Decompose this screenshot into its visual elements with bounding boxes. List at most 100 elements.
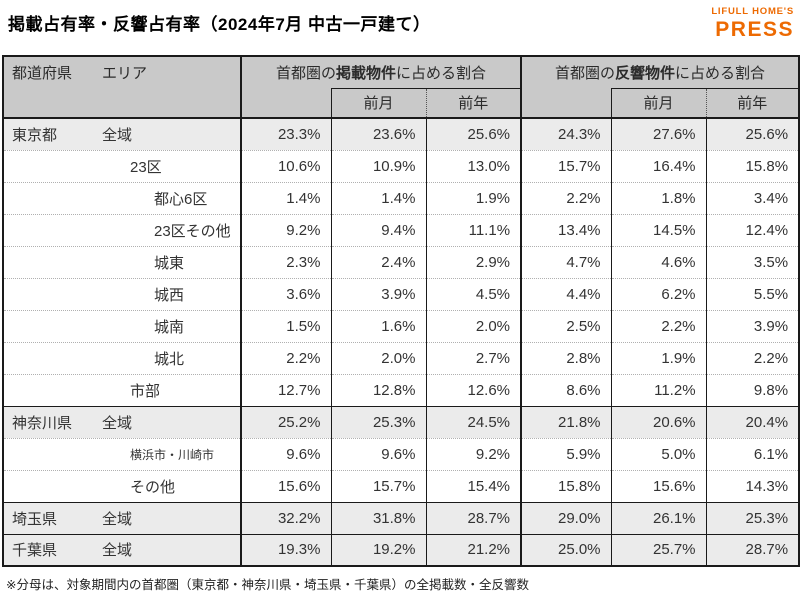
listing-prev-year-value: 13.0% (425, 150, 522, 182)
table-row: 城南 1.5% 1.6% 2.0% 2.5% 2.2% 3.9% (3, 310, 800, 342)
area-header-label: エリア (102, 65, 148, 82)
lifull-homes-press-logo: LIFULL HOME'S PRESS (711, 7, 794, 40)
response-current-value: 15.7% (520, 150, 612, 182)
response-current-value: 2.2% (520, 182, 612, 214)
listing-prev-month-value: 31.8% (330, 502, 426, 534)
listing-prev-month-value: 3.9% (330, 278, 426, 310)
area-name-label: 23区 (130, 158, 162, 176)
table-row: 城西 3.6% 3.9% 4.5% 4.4% 6.2% 5.5% (3, 278, 800, 310)
table-header: 都道府県 エリア 首都圏の掲載物件に占める割合 首都圏の反響物件に占める割合 前月… (3, 56, 800, 118)
listing-prev-year-value: 9.2% (425, 438, 522, 470)
prefecture-header-label: 都道府県 (12, 65, 73, 82)
area-name-label: 全域 (102, 126, 133, 144)
area-label-cell: 東京都 全域 (3, 118, 241, 150)
listing-current-value: 9.6% (240, 438, 331, 470)
listing-current-value: 1.4% (240, 182, 331, 214)
table-row: 城東 2.3% 2.4% 2.9% 4.7% 4.6% 3.5% (3, 246, 800, 278)
area-label-cell: 横浜市・川崎市 (3, 438, 241, 470)
response-prev-year-value: 2.2% (705, 342, 800, 374)
prefecture-label: 千葉県 (12, 542, 58, 560)
area-label-cell: 城東 (3, 246, 241, 278)
listing-prev-year-value: 4.5% (425, 278, 522, 310)
table-row: 23区その他 9.2% 9.4% 11.1% 13.4% 14.5% 12.4% (3, 214, 800, 246)
listing-current-value: 32.2% (240, 502, 331, 534)
area-label-cell: 23区 (3, 150, 241, 182)
prefecture-area-header-cell: 都道府県 エリア (3, 56, 241, 118)
response-current-value: 15.8% (520, 470, 612, 502)
prefecture-label: 東京都 (12, 126, 58, 144)
prefecture-label: 埼玉県 (12, 510, 58, 528)
listing-current-value: 3.6% (240, 278, 331, 310)
listing-current-value: 19.3% (240, 534, 331, 566)
response-prev-year-value: 3.9% (705, 310, 800, 342)
listing-prev-month-value: 15.7% (330, 470, 426, 502)
response-group-header: 首都圏の反響物件に占める割合 (520, 56, 800, 88)
area-name-label: 城南 (154, 318, 185, 336)
area-name-label: 全域 (102, 542, 133, 560)
listing-prev-year-value: 21.2% (425, 534, 522, 566)
table-row: 東京都 全域 23.3% 23.6% 25.6% 24.3% 27.6% 25.6% (3, 118, 800, 150)
response-current-value: 5.9% (520, 438, 612, 470)
listing-prev-month-value: 9.6% (330, 438, 426, 470)
table-row: 千葉県 全域 19.3% 19.2% 21.2% 25.0% 25.7% 28.7% (3, 534, 800, 566)
response-current-value: 24.3% (520, 118, 612, 150)
response-prev-month-value: 25.7% (610, 534, 707, 566)
response-prev-month-value: 1.9% (610, 342, 707, 374)
response-current-value: 2.5% (520, 310, 612, 342)
table-row: 神奈川県 全域 25.2% 25.3% 24.5% 21.8% 20.6% 20.4% (3, 406, 800, 438)
response-prev-month-value: 20.6% (610, 406, 707, 438)
table-row: 城北 2.2% 2.0% 2.7% 2.8% 1.9% 2.2% (3, 342, 800, 374)
table-row: 横浜市・川崎市 9.6% 9.6% 9.2% 5.9% 5.0% 6.1% (3, 438, 800, 470)
response-prev-year-value: 20.4% (705, 406, 800, 438)
logo-press-text: PRESS (715, 17, 794, 41)
response-prev-month-value: 2.2% (610, 310, 707, 342)
area-name-label: 全域 (102, 510, 133, 528)
response-current-value: 21.8% (520, 406, 612, 438)
response-prev-year-subheader: 前年 (705, 87, 800, 118)
listing-prev-month-value: 2.0% (330, 342, 426, 374)
area-name-label: その他 (130, 478, 176, 496)
listing-current-value: 9.2% (240, 214, 331, 246)
area-name-label: 全域 (102, 414, 133, 432)
response-prev-year-value: 5.5% (705, 278, 800, 310)
listing-prev-year-value: 1.9% (425, 182, 522, 214)
area-label-cell: 都心6区 (3, 182, 241, 214)
response-prev-month-value: 11.2% (610, 374, 707, 406)
listing-prev-month-value: 9.4% (330, 214, 426, 246)
area-name-label: 都心6区 (154, 190, 208, 208)
listing-current-value: 1.5% (240, 310, 331, 342)
response-current-value: 4.4% (520, 278, 612, 310)
table-row: 埼玉県 全域 32.2% 31.8% 28.7% 29.0% 26.1% 25.3% (3, 502, 800, 534)
response-prev-month-value: 14.5% (610, 214, 707, 246)
response-prev-month-value: 1.8% (610, 182, 707, 214)
listing-prev-year-value: 12.6% (425, 374, 522, 406)
area-label-cell: 市部 (3, 374, 241, 406)
listing-prev-year-value: 24.5% (425, 406, 522, 438)
area-name-label: 城東 (154, 254, 185, 272)
table-row: 都心6区 1.4% 1.4% 1.9% 2.2% 1.8% 3.4% (3, 182, 800, 214)
response-current-value: 4.7% (520, 246, 612, 278)
listing-prev-year-value: 25.6% (425, 118, 522, 150)
area-label-cell: 城北 (3, 342, 241, 374)
response-prev-month-value: 6.2% (610, 278, 707, 310)
listing-current-value: 10.6% (240, 150, 331, 182)
page-title: 掲載占有率・反響占有率（2024年7月 中古一戸建て） (8, 15, 431, 34)
listing-prev-month-value: 2.4% (330, 246, 426, 278)
response-prev-year-value: 28.7% (705, 534, 800, 566)
listing-current-value: 23.3% (240, 118, 331, 150)
area-name-label: 横浜市・川崎市 (130, 447, 215, 462)
listing-prev-month-value: 25.3% (330, 406, 426, 438)
area-label-cell: 城南 (3, 310, 241, 342)
response-prev-month-value: 5.0% (610, 438, 707, 470)
footnote: ※分母は、対象期間内の首都圏（東京都・神奈川県・埼玉県・千葉県）の全掲載数・全反… (6, 578, 529, 592)
listing-prev-month-value: 1.6% (330, 310, 426, 342)
response-current-value: 13.4% (520, 214, 612, 246)
listing-prev-year-value: 28.7% (425, 502, 522, 534)
response-prev-year-value: 3.5% (705, 246, 800, 278)
response-prev-month-value: 26.1% (610, 502, 707, 534)
listing-prev-year-subheader: 前年 (425, 87, 522, 118)
header-bar: 掲載占有率・反響占有率（2024年7月 中古一戸建て） LIFULL HOME'… (2, 2, 798, 55)
area-label-cell: 千葉県 全域 (3, 534, 241, 566)
area-label-cell: 城西 (3, 278, 241, 310)
